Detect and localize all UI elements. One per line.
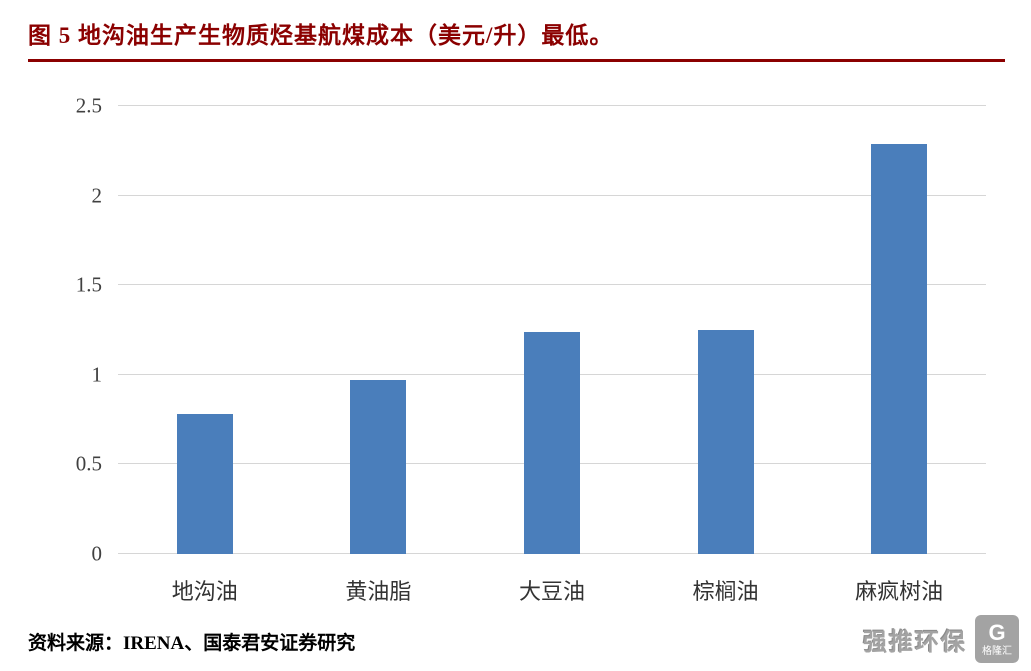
x-axis-category-label: 大豆油 [518,579,586,604]
x-axis-category-label: 地沟油 [171,579,238,604]
bar-棕榈油 [697,330,754,554]
plot-area: 0 0.5 1 1.5 2 2.5 地沟油 黄油脂 大豆油 棕榈油 麻疯树油 [76,95,986,604]
y-axis-tick-label: 2 [91,183,103,208]
x-axis-category-label: 麻疯树油 [855,579,944,604]
logo-letter: G [988,619,1006,645]
title-underline [28,59,1005,62]
y-axis-tick-label: 1 [91,362,103,387]
y-axis-tick-label: 0 [91,541,103,566]
y-axis-tick-label: 1.5 [75,272,102,297]
bar-麻疯树油 [871,143,928,554]
gridline [118,284,986,286]
bar-大豆油 [524,331,580,554]
source-note: 资料来源：IRENA、国泰君安证券研究 [28,633,356,654]
x-axis-category-label: 黄油脂 [345,579,412,604]
logo-name: 格隆汇 [982,645,1012,657]
chart-title: 图 5 地沟油生产生物质烃基航煤成本（美元/升）最低。 [28,23,614,48]
y-axis-tick-label: 2.5 [75,93,102,118]
y-axis-tick-label: 0.5 [75,451,102,476]
gridline [118,194,986,196]
bar-chart: 0 0.5 1 1.5 2 2.5 地沟油 黄油脂 大豆油 棕榈油 麻疯树油 [76,95,986,604]
gelonghui-logo-icon: G 格隆汇 [975,615,1019,663]
watermark-text: 强推环保 [863,629,967,656]
watermark: 强推环保 G 格隆汇 [863,615,1019,663]
bar-黄油脂 [350,380,407,554]
gridline [118,105,986,106]
bar-地沟油 [176,414,233,554]
x-axis-category-label: 棕榈油 [692,579,759,604]
